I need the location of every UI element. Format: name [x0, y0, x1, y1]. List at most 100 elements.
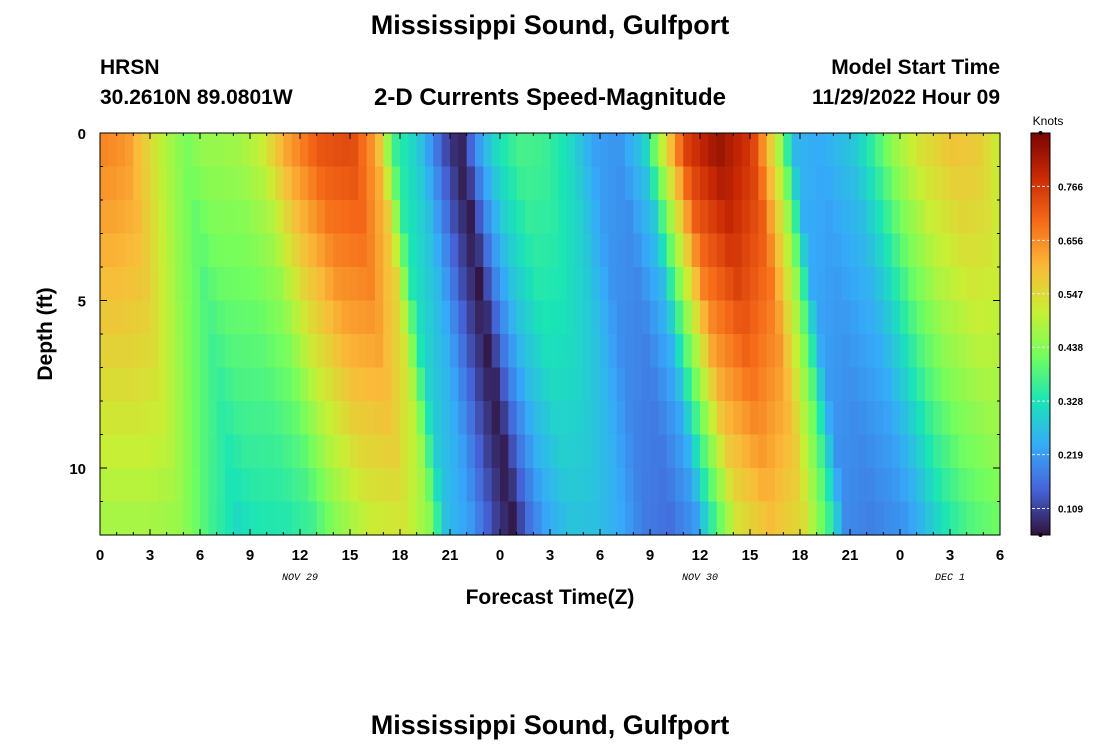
- heatmap-cell: [341, 133, 351, 168]
- heatmap-cell: [841, 300, 851, 335]
- heatmap-cell: [258, 166, 268, 201]
- heatmap-cell: [250, 300, 259, 335]
- heatmap-cell: [583, 300, 593, 335]
- heatmap-cell: [575, 267, 584, 302]
- heatmap-cell: [658, 334, 668, 369]
- heatmap-cell: [100, 468, 109, 503]
- heatmap-cell: [475, 200, 484, 235]
- heatmap-cell: [800, 133, 809, 168]
- heatmap-cell: [966, 267, 976, 302]
- heatmap-cell: [400, 300, 409, 335]
- heatmap-cell: [858, 233, 868, 268]
- heatmap-cell: [791, 267, 801, 302]
- heatmap-cell: [158, 200, 168, 235]
- heatmap-cell: [733, 367, 743, 402]
- heatmap-cell: [775, 334, 784, 369]
- heatmap-cell: [566, 133, 576, 168]
- heatmap-cell: [708, 401, 718, 436]
- heatmap-cell: [958, 334, 968, 369]
- heatmap-cell: [875, 434, 884, 469]
- heatmap-cell: [308, 401, 318, 436]
- heatmap-cell: [825, 233, 834, 268]
- heatmap-cell: [566, 233, 576, 268]
- heatmap-cell: [300, 367, 309, 402]
- heatmap-cell: [716, 267, 726, 302]
- heatmap-cell: [908, 200, 918, 235]
- heatmap-cell: [591, 166, 601, 201]
- heatmap-cell: [216, 166, 226, 201]
- heatmap-cell: [316, 166, 326, 201]
- heatmap-cell: [691, 367, 701, 402]
- heatmap-cell: [808, 133, 818, 168]
- heatmap-cell: [975, 233, 984, 268]
- heatmap-cell: [700, 133, 709, 168]
- heatmap-cell: [541, 334, 551, 369]
- heatmap-cell: [750, 300, 759, 335]
- heatmap-cell: [266, 401, 276, 436]
- heatmap-cell: [100, 300, 109, 335]
- colorbar-tick-label: 0.547: [1058, 290, 1083, 301]
- heatmap-cell: [941, 300, 951, 335]
- heatmap-cell: [441, 367, 451, 402]
- heatmap-cell: [266, 200, 276, 235]
- heatmap-cell: [675, 300, 684, 335]
- heatmap-cell: [708, 468, 718, 503]
- heatmap-cell: [125, 267, 134, 302]
- x-tick-label: 0: [896, 547, 904, 564]
- heatmap-cell: [608, 233, 618, 268]
- heatmap-cell: [425, 334, 434, 369]
- heatmap-cell: [325, 233, 334, 268]
- heatmap-cell: [683, 367, 693, 402]
- heatmap-cell: [200, 434, 209, 469]
- heatmap-cell: [125, 501, 134, 536]
- heatmap-cell: [616, 468, 626, 503]
- heatmap-cell: [333, 133, 343, 168]
- heatmap-cell: [441, 233, 451, 268]
- heatmap-cell: [600, 468, 609, 503]
- heatmap-cell: [325, 133, 334, 168]
- heatmap-cell: [625, 133, 634, 168]
- heatmap-cell: [683, 468, 693, 503]
- heatmap-cell: [141, 334, 151, 369]
- heatmap-cell: [391, 401, 401, 436]
- heatmap-cell: [233, 401, 243, 436]
- heatmap-cell: [683, 334, 693, 369]
- heatmap-cell: [958, 501, 968, 536]
- heatmap-cell: [408, 200, 418, 235]
- heatmap-cell: [750, 133, 759, 168]
- heatmap-cell: [550, 200, 559, 235]
- heatmap-cell: [950, 401, 959, 436]
- heatmap-cell: [766, 133, 776, 168]
- heatmap-cell: [466, 133, 476, 168]
- heatmap-cell: [591, 334, 601, 369]
- heatmap-cell: [333, 334, 343, 369]
- heatmap-cell: [916, 233, 926, 268]
- heatmap-cell: [308, 300, 318, 335]
- heatmap-cell: [316, 267, 326, 302]
- heatmap-cell: [383, 401, 393, 436]
- heatmap-cell: [391, 501, 401, 536]
- heatmap-cell: [791, 367, 801, 402]
- heatmap-cell: [658, 267, 668, 302]
- heatmap-cell: [516, 233, 526, 268]
- heatmap-cell: [200, 133, 209, 168]
- heatmap-cell: [633, 501, 643, 536]
- heatmap-cell: [466, 334, 476, 369]
- heatmap-cell: [658, 233, 668, 268]
- heatmap-cell: [916, 166, 926, 201]
- heatmap-cell: [191, 166, 201, 201]
- heatmap-cell: [800, 200, 809, 235]
- x-tick-label: 9: [646, 547, 654, 564]
- heatmap-cell: [916, 434, 926, 469]
- heatmap-cell: [150, 233, 159, 268]
- heatmap-cell: [841, 267, 851, 302]
- heatmap-cell: [816, 468, 826, 503]
- heatmap-cell: [158, 401, 168, 436]
- heatmap-cell: [441, 434, 451, 469]
- heatmap-cell: [650, 166, 659, 201]
- heatmap-cell: [516, 133, 526, 168]
- heatmap-cell: [683, 501, 693, 536]
- heatmap-cell: [616, 200, 626, 235]
- heatmap-cell: [558, 300, 568, 335]
- heatmap-cell: [100, 133, 109, 168]
